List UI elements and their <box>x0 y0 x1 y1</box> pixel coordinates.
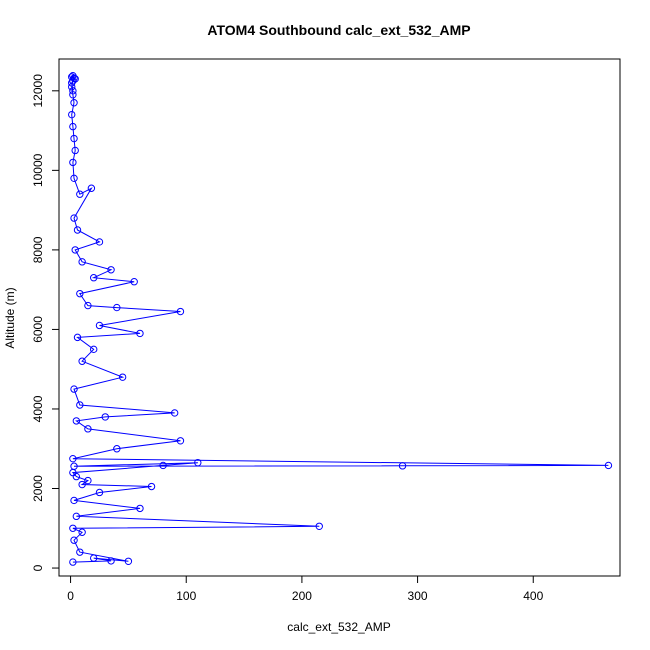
data-point <box>107 266 115 274</box>
data-point <box>78 528 86 536</box>
data-point <box>70 99 78 107</box>
x-tick-label: 0 <box>67 589 74 603</box>
data-point <box>73 333 82 342</box>
data-point <box>70 536 78 544</box>
y-tick-label: 6000 <box>31 316 45 343</box>
data-point <box>84 425 92 433</box>
data-point <box>113 303 121 312</box>
data-point <box>76 190 84 198</box>
data-point <box>84 301 92 310</box>
data-point <box>70 462 78 470</box>
data-point <box>68 79 76 87</box>
x-axis: 0 100 200 300 400 <box>67 575 544 603</box>
series-layer <box>68 72 613 566</box>
data-point <box>69 158 77 167</box>
x-tick-label: 400 <box>523 589 543 603</box>
data-point <box>84 476 92 485</box>
chart-title: ATOM4 Southbound calc_ext_532_AMP <box>207 22 470 38</box>
data-point <box>78 480 86 489</box>
y-tick-label: 0 <box>31 564 45 571</box>
data-point <box>315 522 323 530</box>
data-point <box>71 246 79 254</box>
y-tick-label: 4000 <box>31 395 45 422</box>
data-point <box>78 357 86 365</box>
data-point <box>76 401 84 409</box>
data-point <box>118 373 127 381</box>
y-tick-label: 8000 <box>31 236 45 263</box>
x-tick-label: 100 <box>176 589 196 603</box>
y-axis: 0 2000 4000 6000 8000 10000 12000 <box>31 74 60 571</box>
data-point <box>69 454 77 463</box>
series-line <box>70 74 609 563</box>
data-point <box>70 174 78 183</box>
data-point <box>71 146 79 155</box>
data-point <box>604 461 613 470</box>
data-point <box>76 289 84 298</box>
data-point <box>398 462 407 470</box>
data-point <box>136 329 144 338</box>
data-point <box>147 482 156 491</box>
data-point <box>69 558 77 566</box>
data-point <box>69 91 77 99</box>
data-point <box>90 345 98 354</box>
data-point <box>87 184 96 192</box>
data-point <box>69 524 77 532</box>
data-point <box>159 461 167 470</box>
data-point <box>90 274 98 282</box>
data-point <box>170 409 179 417</box>
data-point <box>95 321 104 330</box>
data-point <box>194 458 202 467</box>
data-point <box>176 307 185 316</box>
data-point <box>113 445 121 453</box>
data-point <box>78 258 86 266</box>
x-axis-label: calc_ext_532_AMP <box>287 620 390 634</box>
data-point <box>90 554 98 562</box>
data-point <box>70 385 78 393</box>
data-point <box>124 557 133 565</box>
data-point <box>68 110 76 119</box>
data-point <box>101 413 109 421</box>
data-point <box>136 504 144 513</box>
data-point <box>70 134 78 143</box>
y-axis-label: Altitude (m) <box>3 287 17 348</box>
y-tick-label: 2000 <box>31 475 45 502</box>
x-tick-label: 300 <box>408 589 428 603</box>
data-point <box>72 417 81 425</box>
data-point <box>70 214 78 222</box>
data-point <box>130 278 138 286</box>
data-point <box>70 74 78 82</box>
y-tick-label: 10000 <box>31 153 45 187</box>
data-point <box>73 226 82 234</box>
x-tick-label: 200 <box>292 589 312 603</box>
data-point <box>70 496 78 505</box>
data-point <box>95 488 104 497</box>
data-point <box>95 238 104 246</box>
data-point <box>76 548 84 556</box>
data-point <box>69 122 77 131</box>
data-point <box>69 87 77 95</box>
data-point <box>107 557 115 565</box>
data-point <box>72 512 81 521</box>
y-tick-label: 12000 <box>31 74 45 108</box>
data-point <box>176 437 185 445</box>
